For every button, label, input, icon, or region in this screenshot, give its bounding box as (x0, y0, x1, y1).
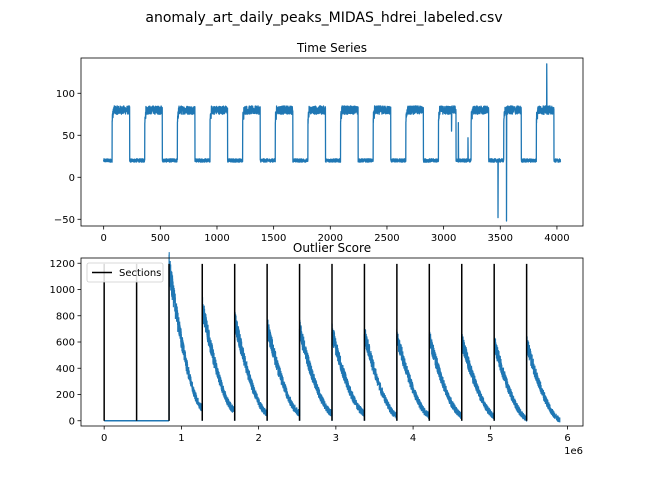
time-series-frame (80, 57, 584, 227)
outlier-score-panel: Outlier Score 0 1 2 3 4 5 6 0 200 400 600 800 1000 12… (50, 241, 584, 457)
x-tick-label: 3500 (488, 233, 513, 244)
y-tick-label: 1200 (50, 259, 75, 270)
outlier-score-segment (201, 297, 236, 413)
y-tick-label: 0 (69, 416, 75, 427)
time-series-panel: Time Series 0 500 1000 1500 2000 2500 3000 3500… (54, 41, 584, 244)
x-tick-label: 0 (100, 233, 106, 244)
y-tick-label: −50 (54, 215, 75, 226)
outlier-score-axes: 0 1 2 3 4 5 6 0 200 400 600 800 1000 1200 (50, 259, 571, 444)
legend: Sections (86, 262, 164, 283)
y-tick-label: 0 (69, 173, 75, 184)
outlier-score-segment (266, 319, 301, 417)
legend-box (86, 262, 164, 283)
outlier-score-segment (234, 311, 268, 417)
outlier-score-segment (363, 328, 398, 419)
outlier-score-frame (80, 257, 584, 427)
outlier-score-segment (299, 319, 333, 417)
y-tick-label: 400 (56, 364, 75, 375)
time-series-title: Time Series (296, 41, 367, 55)
outlier-score-segment (396, 328, 430, 420)
x-tick-label: 5 (487, 433, 493, 444)
outlier-score-segment (168, 252, 203, 412)
outlier-score-segment (526, 335, 561, 423)
outlier-score-segment (428, 331, 463, 419)
time-series-axes: 0 500 1000 1500 2000 2500 3000 3500 4000 −50 0 50 10… (54, 89, 570, 244)
x-tick-label: 4 (410, 433, 416, 444)
x-offset-label: 1e6 (564, 446, 583, 457)
y-tick-label: 200 (56, 390, 75, 401)
x-tick-label: 4000 (544, 233, 569, 244)
x-tick-label: 3 (333, 433, 339, 444)
outlier-score-segment (331, 322, 365, 417)
legend-sections-label: Sections (119, 268, 161, 279)
y-tick-label: 100 (56, 89, 75, 100)
x-tick-label: 1 (178, 433, 184, 444)
x-tick-label: 2500 (374, 233, 399, 244)
y-tick-label: 50 (62, 131, 75, 142)
x-tick-label: 1500 (261, 233, 286, 244)
x-tick-label: 6 (564, 433, 570, 444)
y-tick-label: 800 (56, 311, 75, 322)
figure-title: anomaly_art_daily_peaks_MIDAS_hdrei_labe… (145, 10, 502, 26)
x-tick-label: 1000 (204, 233, 229, 244)
y-tick-label: 1000 (50, 285, 75, 296)
time-series-line-group (103, 63, 562, 222)
x-tick-label: 3000 (431, 233, 456, 244)
outlier-score-segment (461, 331, 495, 420)
y-tick-label: 600 (56, 338, 75, 349)
outlier-score-title: Outlier Score (293, 241, 371, 255)
sections-line-group (103, 263, 528, 421)
x-tick-label: 2 (255, 433, 261, 444)
time-series-line (103, 63, 562, 222)
outlier-score-segment (493, 337, 528, 422)
x-tick-label: 0 (101, 433, 107, 444)
x-tick-label: 2000 (318, 233, 343, 244)
x-tick-label: 500 (151, 233, 170, 244)
